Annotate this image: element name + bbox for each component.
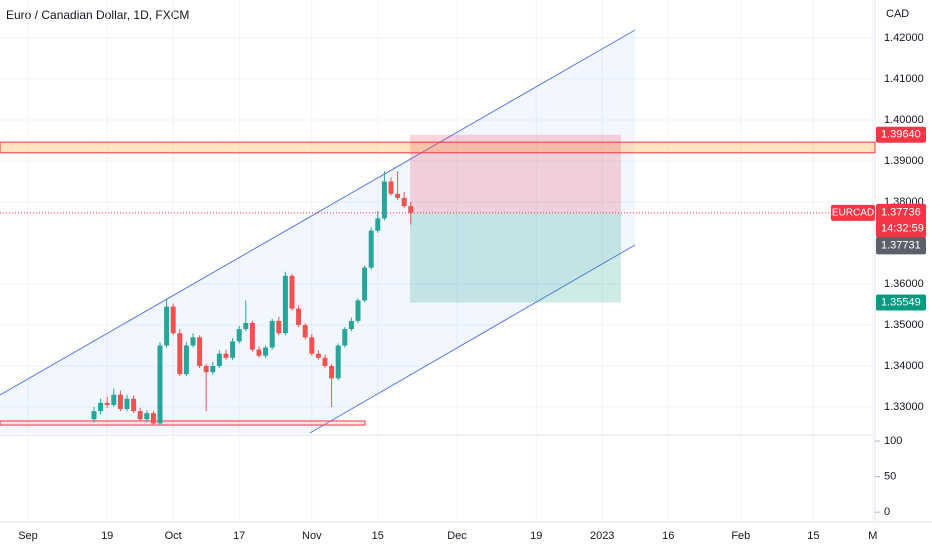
candle-body [348, 320, 354, 330]
channel-upper [0, 29, 636, 396]
candle-body [375, 218, 381, 231]
x-tick-label: Oct [165, 530, 182, 542]
y-tick-label: 1.34000 [884, 360, 924, 372]
plot [0, 29, 636, 434]
candle-body [329, 365, 335, 379]
candle-body [269, 320, 275, 348]
candle-body [408, 206, 414, 213]
candle-body [223, 353, 229, 358]
bid-label: 1.37731 [881, 240, 921, 252]
candle-body [388, 181, 394, 194]
x-tick-label: 19 [101, 530, 113, 542]
y-tick-label: 1.35000 [884, 319, 924, 331]
volume-tick-label: 50 [884, 471, 896, 483]
candle-body [315, 353, 321, 358]
candle-body [111, 394, 117, 405]
x-tick-label: 17 [233, 530, 245, 542]
target-label-box [876, 294, 926, 311]
stop-label-box [876, 126, 926, 143]
candle-body [322, 357, 328, 366]
candle-body [98, 402, 104, 412]
candle-body [190, 337, 196, 346]
candle-body [282, 275, 288, 334]
y-tick-label: 1.41000 [884, 73, 924, 85]
y-tick-label: 1.33000 [884, 401, 924, 413]
candle-body [236, 329, 242, 342]
countdown: 14:32:59 [881, 223, 924, 235]
candle-body [216, 353, 222, 366]
candle-body [355, 300, 361, 321]
x-tick-label: 19 [530, 530, 542, 542]
candle-body [91, 411, 97, 420]
candle-body [131, 398, 137, 412]
x-tick-label: Dec [447, 530, 467, 542]
support-zone [0, 420, 366, 426]
channel-lower [309, 244, 636, 434]
x-tick-label: Sep [18, 530, 38, 542]
candle-body [335, 345, 341, 379]
candle-body [230, 341, 236, 358]
candle-body [117, 394, 123, 410]
candle-body [164, 306, 170, 346]
volume-tick-label: 100 [884, 435, 902, 447]
y-tick-label: 1.40000 [884, 114, 924, 126]
x-tick-label: M [868, 530, 877, 542]
candle-body [104, 402, 110, 405]
candle-body [170, 306, 176, 334]
candle-body [342, 329, 348, 346]
x-tick-label: 15 [372, 530, 384, 542]
candle-body [210, 365, 216, 373]
x-tick-label: Nov [302, 530, 322, 542]
y-tick-label: 1.39000 [884, 155, 924, 167]
x-tick-label: Feb [731, 530, 750, 542]
candle-body [144, 413, 150, 420]
candle-body [263, 347, 269, 356]
candle-body [368, 230, 374, 268]
candle-body [289, 275, 295, 309]
x-tick-label: 16 [662, 530, 674, 542]
axis-unit: CAD [886, 8, 909, 20]
candle-body [249, 322, 255, 350]
candle-body [309, 337, 315, 354]
candle-body [401, 197, 407, 207]
x-tick-label: 15 [807, 530, 819, 542]
candle-body [203, 365, 209, 373]
candle-body [296, 308, 302, 325]
candle-body [395, 193, 401, 198]
chart-title: Euro / Canadian Dollar, 1D, FXCM [6, 8, 189, 22]
symbol-box [831, 204, 875, 221]
volume-tick-label: 0 [884, 506, 890, 518]
candle-body [137, 411, 143, 420]
candle-body [256, 349, 262, 356]
bid-label-box [876, 237, 926, 255]
stop-label: 1.39640 [881, 129, 921, 141]
stop-area [410, 134, 621, 213]
candle-body [243, 322, 249, 330]
candle-body [302, 324, 308, 338]
candle-body [124, 398, 130, 410]
target-label: 1.35549 [881, 296, 921, 308]
candle-body [157, 345, 163, 424]
last-price-box [876, 203, 926, 238]
y-tick-label: 1.36000 [884, 278, 924, 290]
candle-body [150, 413, 156, 424]
candle-body [183, 345, 189, 375]
channel-fill [0, 30, 635, 433]
last-price-label: 1.37736 [881, 207, 921, 219]
candle-body [362, 267, 368, 301]
y-tick-label: 1.42000 [884, 32, 924, 44]
candle-body [177, 333, 183, 375]
candle-body [197, 337, 203, 366]
symbol-label: EURCAD [832, 207, 874, 218]
candle-body [276, 320, 282, 334]
candle-body [381, 181, 387, 219]
target-area [410, 212, 621, 303]
resistance-zone [0, 141, 876, 154]
x-tick-label: 2023 [590, 530, 614, 542]
